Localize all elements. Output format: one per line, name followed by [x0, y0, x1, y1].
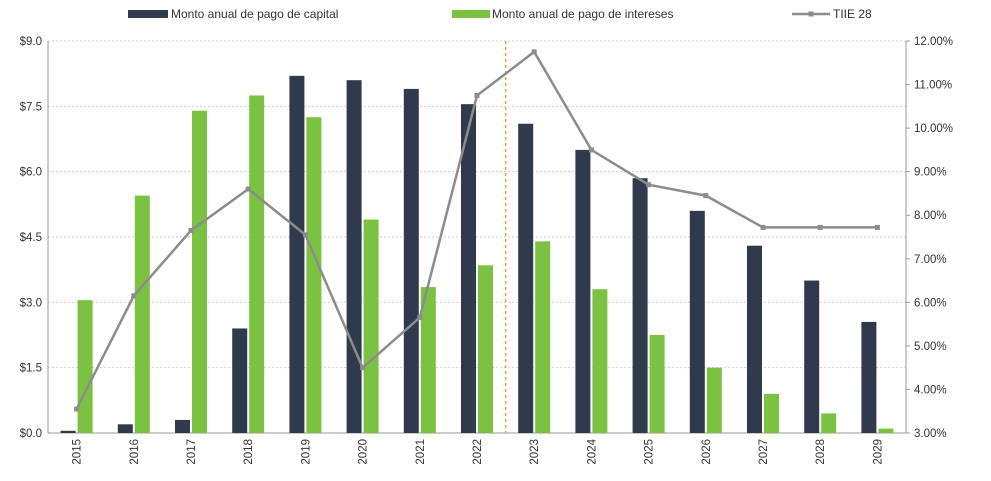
bar-intereses-2021 [420, 287, 436, 433]
bar-intereses-2016 [134, 195, 150, 433]
legend-label-capital: Monto anual de pago de capital [171, 7, 338, 21]
bar-intereses-2025 [649, 335, 665, 433]
x-tick-label: 2028 [815, 439, 827, 465]
bar-intereses-2023 [535, 241, 551, 433]
x-tick-label: 2029 [872, 439, 884, 465]
tiie-point-2027 [760, 224, 766, 230]
y-right-tick-label: 9.00% [914, 167, 947, 179]
bar-intereses-2015 [77, 300, 93, 433]
y-left-tick-label: $1.5 [20, 363, 42, 375]
bar-intereses-2019 [306, 117, 322, 433]
y-right-tick-label: 4.00% [914, 384, 947, 396]
tiie-point-2028 [817, 224, 823, 230]
bar-capital-2024 [575, 149, 591, 433]
x-tick-label: 2020 [358, 439, 370, 465]
legend-label-intereses: Monto anual de pago de intereses [492, 7, 673, 21]
x-tick-label: 2016 [129, 439, 141, 465]
y-right-tick-label: 10.00% [914, 123, 953, 135]
y-right-tick-label: 8.00% [914, 210, 947, 222]
x-tick-label: 2023 [529, 439, 541, 465]
legend-swatch-intereses [452, 10, 490, 18]
bar-capital-2019 [289, 75, 305, 433]
y-right-tick-label: 5.00% [914, 341, 947, 353]
bar-capital-2029 [861, 321, 877, 433]
bar-capital-2026 [689, 210, 705, 433]
y-left-tick-label: $3.0 [20, 297, 42, 309]
bar-capital-2020 [346, 80, 362, 433]
x-tick-label: 2018 [243, 439, 255, 465]
bar-intereses-2018 [249, 95, 265, 433]
x-tick-label: 2017 [186, 439, 198, 465]
x-tick-label: 2026 [701, 439, 713, 465]
bar-intereses-2022 [478, 265, 493, 433]
bar-capital-2022 [461, 104, 476, 434]
tiie-point-2029 [874, 224, 880, 230]
x-tick-label: 2027 [758, 439, 770, 465]
legend-marker-tiie [808, 11, 814, 17]
tiie-point-2020 [360, 365, 366, 371]
x-tick-label: 2025 [644, 439, 656, 465]
tiie-point-2025 [646, 182, 652, 188]
x-tick-label: 2021 [415, 439, 427, 465]
y-right-tick-label: 3.00% [914, 428, 947, 440]
x-tick-label: 2024 [586, 438, 598, 464]
legend-swatch-capital [128, 10, 168, 18]
tiie-point-2018 [245, 186, 251, 192]
bar-capital-2021 [403, 88, 419, 434]
y-left-tick-label: $9.0 [20, 36, 42, 48]
x-tick-label: 2015 [72, 439, 84, 465]
tiie-point-2017 [188, 227, 194, 233]
y-right-tick-label: 12.00% [914, 36, 953, 48]
legend-label-tiie: TIIE 28 [833, 7, 872, 21]
y-right-tick-label: 11.00% [914, 80, 952, 92]
tiie-point-2015 [74, 406, 80, 412]
tiie-point-2016 [131, 293, 137, 299]
bar-capital-2023 [518, 123, 534, 433]
bar-capital-2025 [632, 178, 648, 433]
y-left-tick-label: $4.5 [20, 232, 42, 244]
y-right-tick-label: 7.00% [914, 254, 947, 266]
y-left-tick-label: $6.0 [20, 167, 42, 179]
tiie-point-2023 [531, 49, 537, 55]
tiie-point-2026 [703, 193, 709, 199]
bar-intereses-2020 [363, 219, 379, 433]
tiie-point-2022 [474, 92, 480, 98]
bar-intereses-2026 [706, 367, 722, 433]
x-tick-label: 2019 [300, 439, 312, 465]
bar-capital-2028 [804, 280, 820, 433]
bar-capital-2018 [232, 328, 248, 433]
y-left-tick-label: $7.5 [20, 101, 42, 113]
tiie-point-2024 [588, 147, 594, 153]
bar-intereses-2024 [592, 289, 608, 433]
bar-capital-2016 [117, 424, 133, 433]
y-left-tick-label: $0.0 [20, 428, 42, 440]
y-right-tick-label: 6.00% [914, 297, 947, 309]
bar-intereses-2027 [764, 393, 779, 433]
bar-intereses-2028 [821, 413, 837, 433]
bar-intereses-2017 [192, 110, 207, 433]
bar-intereses-2029 [878, 428, 894, 433]
bar-capital-2027 [747, 245, 762, 433]
bar-capital-2015 [60, 430, 76, 433]
tiie-point-2021 [417, 315, 423, 321]
tiie-point-2019 [302, 232, 308, 238]
x-tick-label: 2022 [472, 439, 484, 465]
bar-capital-2017 [175, 419, 190, 433]
